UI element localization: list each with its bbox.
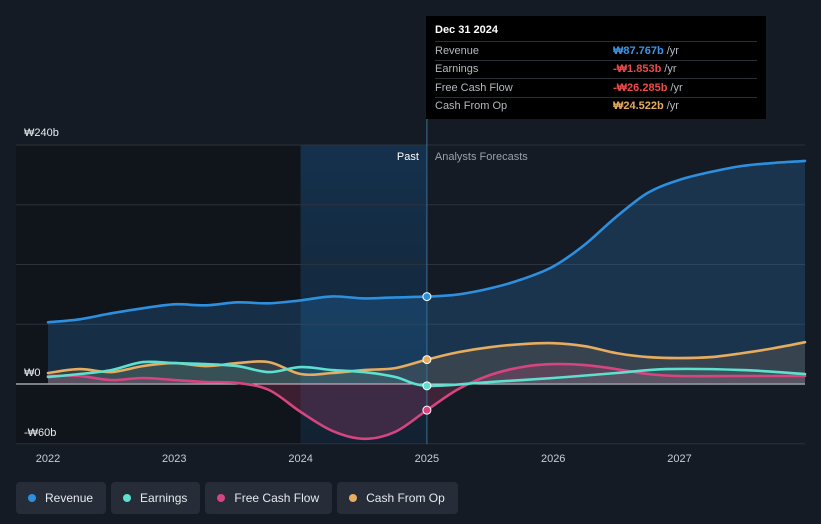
marker-cfo bbox=[422, 355, 432, 365]
tooltip-value: -₩1.853b bbox=[613, 63, 662, 76]
tooltip-date: Dec 31 2024 bbox=[435, 24, 498, 36]
legend-item-revenue[interactable]: Revenue bbox=[16, 482, 107, 514]
legend-label: Revenue bbox=[45, 491, 94, 505]
marker-revenue bbox=[422, 292, 432, 302]
tooltip-unit: /yr bbox=[670, 81, 683, 94]
y-tick-label: -₩60b bbox=[24, 427, 56, 439]
forecast-label: Analysts Forecasts bbox=[435, 151, 528, 163]
series-line-fcf bbox=[46, 362, 807, 441]
gridlines bbox=[16, 144, 805, 445]
tooltip-unit: /yr bbox=[666, 44, 679, 57]
tooltip-unit: /yr bbox=[666, 100, 679, 113]
y-tick-label: ₩240b bbox=[24, 127, 59, 139]
x-tick-label: 2023 bbox=[162, 453, 186, 465]
legend-label: Free Cash Flow bbox=[234, 491, 320, 505]
series-line-earnings bbox=[46, 360, 807, 388]
tooltip-row-revenue: Revenue ₩87.767b /yr bbox=[435, 41, 757, 60]
legend-item-fcf[interactable]: Free Cash Flow bbox=[205, 482, 333, 514]
series-area-earnings bbox=[48, 361, 805, 386]
legend-item-earnings[interactable]: Earnings bbox=[111, 482, 201, 514]
x-tick-label: 2024 bbox=[288, 453, 312, 465]
hover-markers bbox=[422, 292, 432, 415]
x-axis-labels: 2022 2023 2024 2025 2026 2027 bbox=[36, 453, 692, 465]
tooltip-value: ₩87.767b bbox=[613, 44, 664, 57]
y-axis-labels: ₩240b ₩0 -₩60b bbox=[24, 127, 59, 439]
tooltip-unit: /yr bbox=[664, 63, 677, 76]
legend-label: Earnings bbox=[140, 491, 188, 505]
x-tick-label: 2022 bbox=[36, 453, 60, 465]
tooltip-label: Free Cash Flow bbox=[435, 81, 513, 94]
legend-dot-icon bbox=[28, 494, 36, 502]
x-tick-label: 2025 bbox=[415, 453, 439, 465]
legend-dot-icon bbox=[123, 494, 132, 502]
legend-dot-icon bbox=[349, 494, 358, 502]
tooltip-label: Earnings bbox=[435, 63, 479, 76]
x-tick-label: 2026 bbox=[541, 453, 565, 465]
tooltip: Dec 31 2024 Revenue ₩87.767b /yr Earning… bbox=[426, 16, 766, 119]
legend-dot-icon bbox=[217, 494, 226, 502]
y-tick-label: ₩0 bbox=[24, 367, 41, 379]
x-tick-label: 2027 bbox=[667, 453, 691, 465]
legend-label: Cash From Op bbox=[366, 491, 445, 505]
marker-fcf bbox=[422, 405, 432, 415]
past-label: Past bbox=[397, 151, 419, 163]
marker-earnings bbox=[422, 381, 432, 391]
tooltip-value: -₩26.285b bbox=[613, 81, 668, 94]
series-area-revenue bbox=[48, 160, 805, 384]
legend-item-cfo[interactable]: Cash From Op bbox=[337, 482, 458, 514]
past-highlight-region bbox=[300, 145, 427, 444]
tooltip-label: Cash From Op bbox=[435, 100, 508, 113]
tooltip-label: Revenue bbox=[435, 44, 480, 57]
tooltip-row-earnings: Earnings -₩1.853b /yr bbox=[435, 59, 757, 79]
tooltip-value: ₩24.522b bbox=[613, 100, 664, 113]
tooltip-row-cfo: Cash From Op ₩24.522b /yr bbox=[435, 96, 757, 116]
tooltip-row-fcf: Free Cash Flow -₩26.285b /yr bbox=[435, 78, 757, 97]
legend: Revenue Earnings Free Cash Flow Cash Fro… bbox=[16, 482, 458, 516]
